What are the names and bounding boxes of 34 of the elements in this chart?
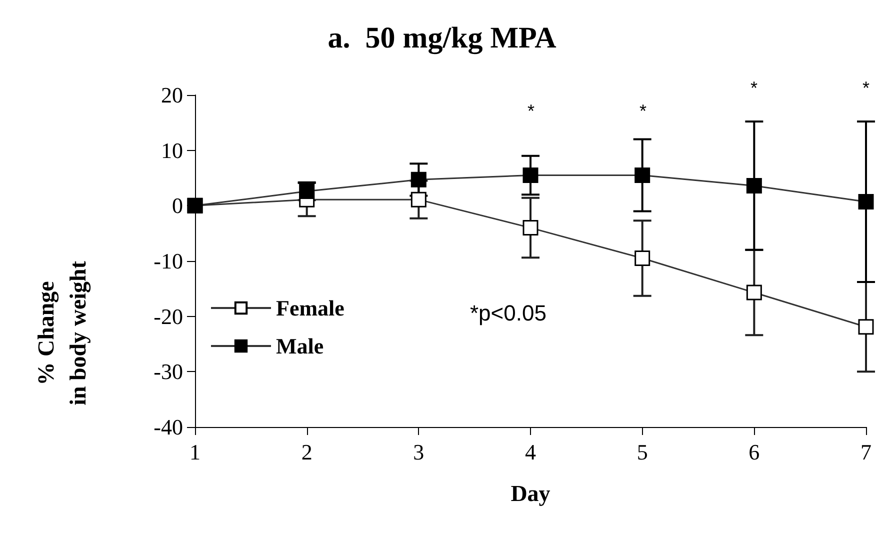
point (522, 220, 538, 236)
x-tick-label: 3 (413, 440, 424, 464)
x-tick-label: 2 (301, 440, 312, 464)
y-tick-label: -10 (154, 248, 183, 274)
y-tick-label: -20 (154, 304, 183, 329)
x-tick-label: 1 (190, 440, 200, 464)
y-tick-label: -30 (154, 359, 183, 384)
point (858, 319, 874, 335)
annotation: * (527, 101, 535, 121)
annotation: * (639, 101, 647, 121)
y-tick-label: -40 (154, 414, 183, 440)
x-tick-label: 6 (748, 440, 760, 464)
y-tick-label: 10 (161, 138, 183, 163)
point (410, 192, 426, 208)
annotation: * (862, 78, 870, 98)
y-axis-title: % Change in body weight (34, 260, 92, 406)
annotation: *p<0.05 (470, 300, 546, 326)
x-axis-title: Day (510, 481, 551, 506)
point (858, 194, 874, 210)
y-tick-label: 20 (161, 82, 183, 108)
point (746, 178, 762, 194)
chart-title: a. 50 mg/kg MPA (328, 22, 557, 54)
legend-label: Female (276, 296, 345, 320)
y-tick-label: 0 (172, 193, 183, 218)
annotation: * (750, 78, 758, 98)
point (746, 284, 762, 300)
point (410, 172, 426, 188)
x-tick-label: 5 (636, 440, 648, 464)
legend-label: Male (276, 334, 324, 358)
x-tick-label: 4 (525, 440, 536, 464)
point (634, 167, 650, 183)
point (634, 250, 650, 266)
point (522, 167, 538, 183)
x-tick-label: 7 (860, 440, 872, 464)
